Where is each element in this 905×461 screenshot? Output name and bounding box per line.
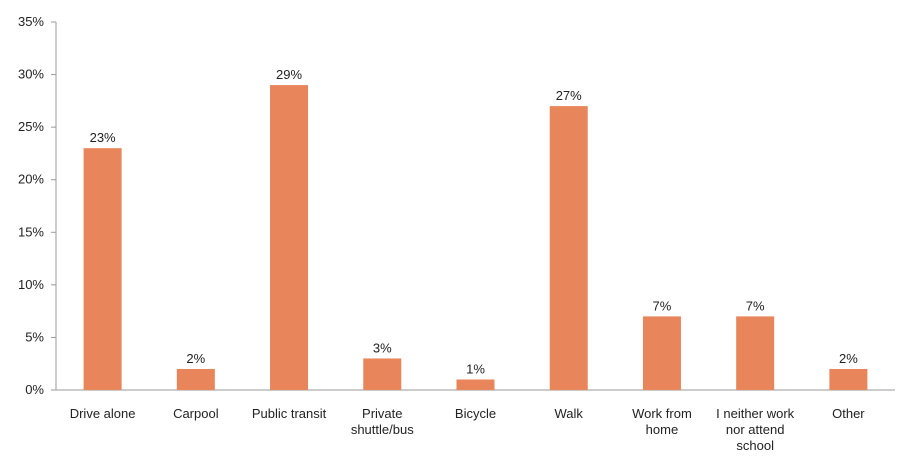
data-label: 29% <box>276 67 302 82</box>
data-label: 3% <box>373 340 392 355</box>
category-label: Work from home <box>632 406 692 437</box>
y-tick-label: 25% <box>18 119 44 134</box>
y-tick-label: 0% <box>25 382 44 397</box>
y-tick-label: 30% <box>18 67 44 82</box>
bar <box>642 316 681 390</box>
y-tick-label: 10% <box>18 277 44 292</box>
category-label: Public transit <box>252 406 327 421</box>
category-label: Private shuttle/bus <box>351 406 414 437</box>
category-label: Carpool <box>173 406 219 421</box>
bars-group <box>83 85 868 390</box>
bar <box>456 379 495 390</box>
bar <box>363 358 402 390</box>
data-label: 23% <box>90 130 116 145</box>
bar <box>83 148 122 390</box>
category-label: Walk <box>555 406 584 421</box>
bar <box>270 85 309 390</box>
y-axis-ticks: 0% 5% 10% 15% 20% 25% 30% 35% <box>18 14 56 397</box>
y-tick-label: 5% <box>25 329 44 344</box>
category-label: Drive alone <box>70 406 136 421</box>
data-label: 7% <box>746 298 765 313</box>
bar <box>549 106 588 390</box>
bar <box>736 316 775 390</box>
category-label: Bicycle <box>455 406 496 421</box>
y-tick-label: 15% <box>18 224 44 239</box>
y-tick-label: 35% <box>18 14 44 29</box>
data-label: 7% <box>653 298 672 313</box>
bar <box>176 368 215 390</box>
data-label: 2% <box>186 351 205 366</box>
category-labels-group: Drive alone Carpool Public transit Private s… <box>70 406 866 453</box>
category-label: Other <box>832 406 865 421</box>
category-label: I neither work nor attend school <box>716 406 795 453</box>
data-label: 27% <box>556 88 582 103</box>
y-tick-label: 20% <box>18 172 44 187</box>
data-label: 1% <box>466 361 485 376</box>
data-labels-group: 23% 2% 29% 3% 1% 27% 7% 7% 2% <box>90 67 859 376</box>
data-label: 2% <box>839 351 858 366</box>
bar <box>829 368 868 390</box>
